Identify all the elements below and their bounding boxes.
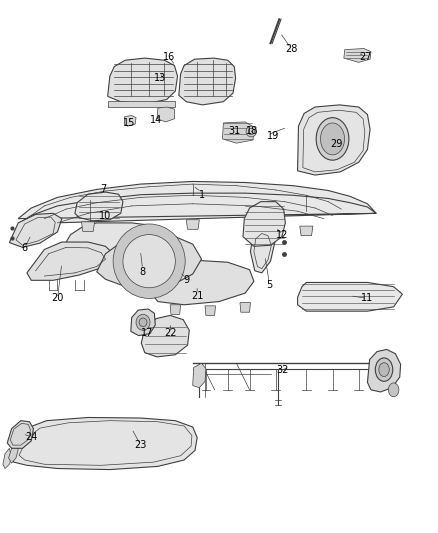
Text: 29: 29: [331, 139, 343, 149]
Polygon shape: [124, 116, 136, 126]
Polygon shape: [186, 220, 199, 229]
Polygon shape: [223, 122, 254, 143]
Polygon shape: [243, 201, 286, 246]
Text: 15: 15: [124, 118, 136, 128]
Text: 11: 11: [361, 293, 374, 303]
Polygon shape: [251, 228, 275, 273]
Text: 24: 24: [25, 432, 37, 442]
Text: 7: 7: [100, 184, 106, 195]
Ellipse shape: [316, 118, 349, 160]
Polygon shape: [240, 303, 251, 312]
Text: 21: 21: [191, 290, 203, 301]
Polygon shape: [170, 305, 180, 314]
Text: 10: 10: [99, 211, 112, 221]
Text: 13: 13: [154, 73, 166, 83]
Polygon shape: [3, 448, 12, 469]
Text: 6: 6: [21, 243, 28, 253]
Polygon shape: [157, 107, 174, 122]
Text: 20: 20: [51, 293, 64, 303]
Polygon shape: [300, 226, 313, 236]
Text: 8: 8: [140, 267, 146, 277]
Ellipse shape: [123, 235, 175, 288]
Text: 18: 18: [246, 126, 258, 136]
Polygon shape: [108, 58, 177, 104]
Text: 23: 23: [134, 440, 147, 450]
Polygon shape: [10, 213, 62, 247]
Polygon shape: [27, 242, 114, 280]
Ellipse shape: [321, 123, 345, 155]
Text: 12: 12: [276, 230, 289, 240]
Polygon shape: [75, 192, 123, 221]
Ellipse shape: [113, 224, 185, 298]
Polygon shape: [131, 309, 155, 336]
Text: 19: 19: [268, 131, 280, 141]
Ellipse shape: [139, 318, 147, 327]
Text: 14: 14: [149, 115, 162, 125]
Polygon shape: [62, 223, 166, 262]
Polygon shape: [12, 417, 197, 470]
Polygon shape: [108, 101, 175, 107]
Polygon shape: [81, 222, 95, 231]
Ellipse shape: [375, 358, 393, 381]
Polygon shape: [9, 445, 18, 463]
Ellipse shape: [136, 314, 150, 330]
Text: 9: 9: [183, 275, 189, 285]
Polygon shape: [18, 181, 376, 224]
Text: 5: 5: [266, 280, 272, 290]
Polygon shape: [367, 350, 401, 392]
Polygon shape: [344, 49, 371, 62]
Polygon shape: [179, 58, 236, 105]
Polygon shape: [297, 282, 403, 311]
Polygon shape: [205, 306, 215, 316]
Text: 22: 22: [165, 328, 177, 338]
Text: 17: 17: [141, 328, 153, 338]
Ellipse shape: [379, 363, 389, 376]
Polygon shape: [141, 316, 189, 357]
Polygon shape: [193, 364, 206, 387]
Text: 28: 28: [285, 44, 297, 53]
Polygon shape: [149, 260, 254, 305]
Polygon shape: [297, 105, 370, 175]
Polygon shape: [7, 421, 33, 448]
Text: 1: 1: [198, 190, 205, 200]
Text: 16: 16: [162, 52, 175, 61]
Text: 32: 32: [276, 365, 289, 375]
Text: 27: 27: [359, 52, 371, 61]
Text: 31: 31: [228, 126, 240, 136]
Ellipse shape: [389, 383, 399, 397]
Polygon shape: [97, 235, 201, 288]
Ellipse shape: [246, 126, 257, 137]
